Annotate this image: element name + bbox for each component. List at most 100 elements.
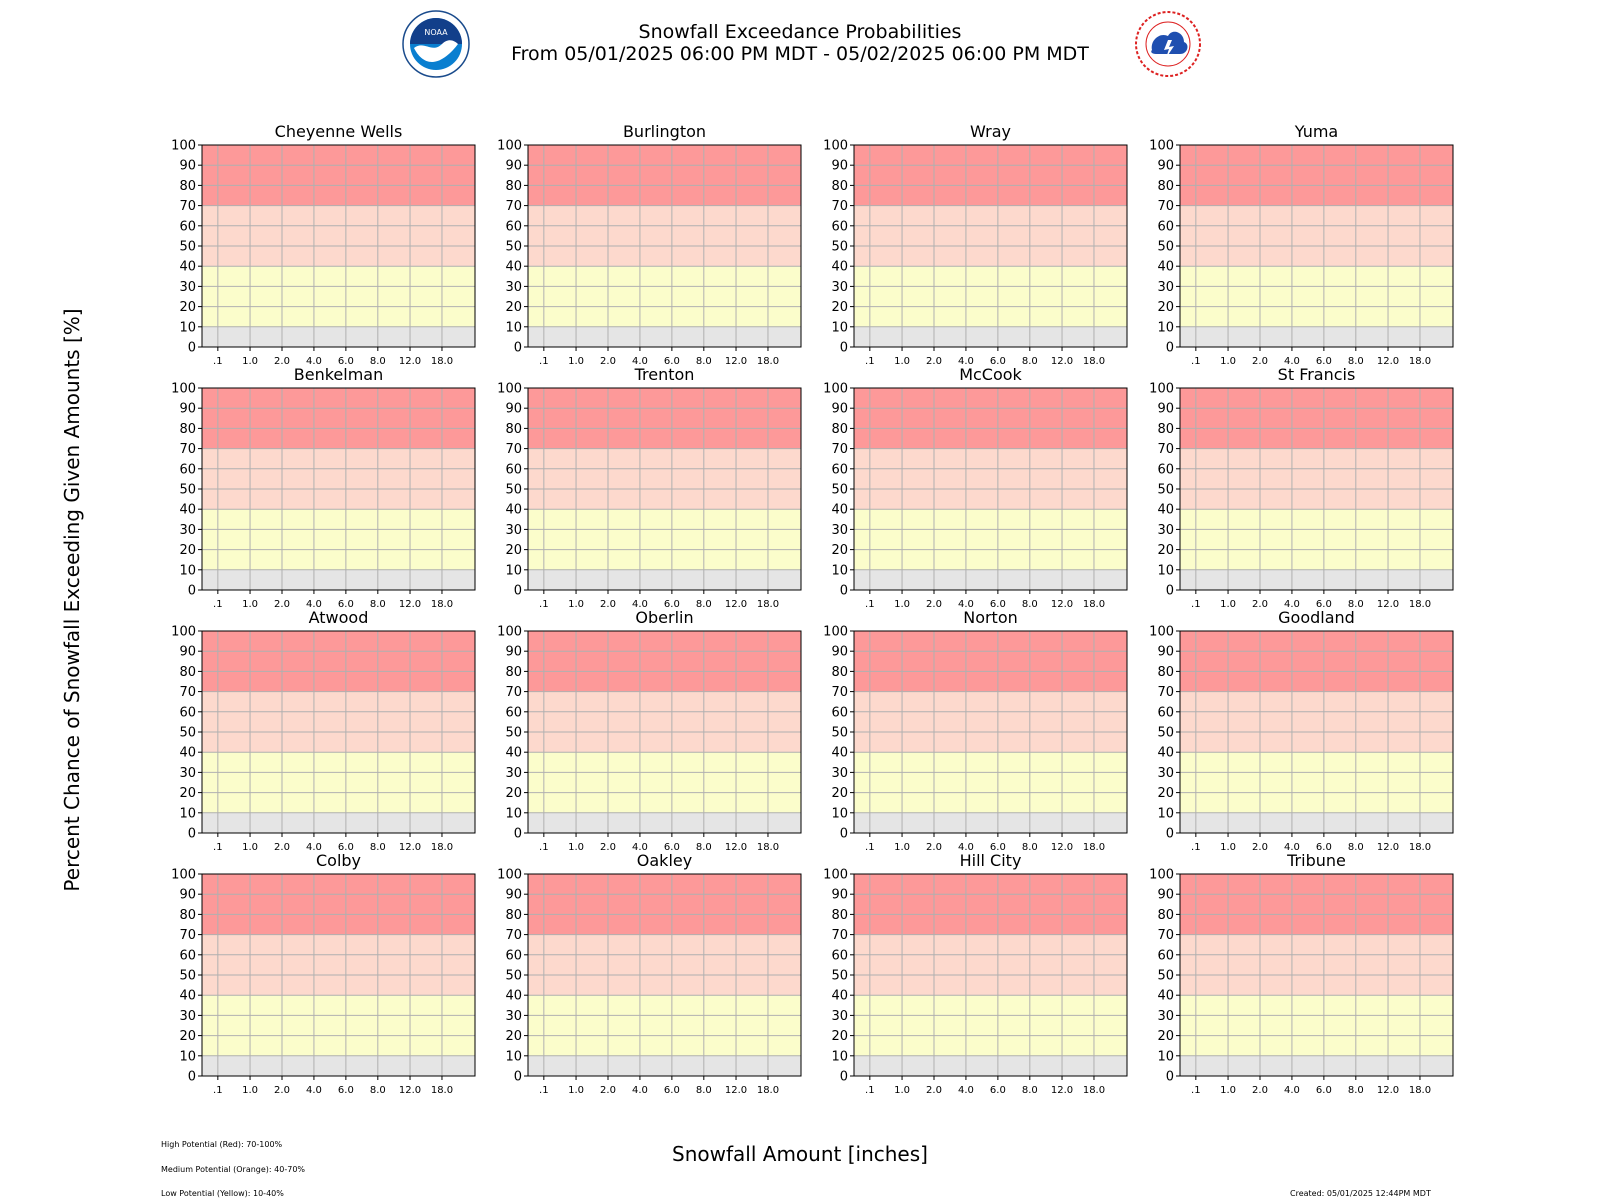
panel: 0 10 20 30 40 50 60 70 80 90 100 .1 1.0 2.0 4.0 6.0 8.0 1… — [1149, 122, 1454, 367]
x-tick-label: 8.0 — [1348, 842, 1364, 853]
panel-title: Burlington — [623, 122, 706, 141]
panel: 0 10 20 30 40 50 60 70 80 90 100 .1 1.0 2.0 4.0 6.0 8.0 1… — [497, 365, 802, 610]
panel-title: McCook — [959, 365, 1022, 384]
y-tick-label: 80 — [505, 665, 522, 680]
potential-band — [528, 1055, 801, 1076]
y-tick-label: 30 — [1157, 766, 1174, 781]
y-tick-label: 90 — [179, 888, 196, 903]
x-tick-label: .1 — [539, 356, 549, 367]
y-tick-label: 20 — [831, 300, 848, 315]
y-tick-label: 100 — [171, 139, 196, 154]
y-tick-label: 60 — [831, 462, 848, 477]
x-tick-label: .1 — [539, 1085, 549, 1096]
y-tick-label: 30 — [505, 280, 522, 295]
potential-band — [202, 266, 475, 327]
x-tick-label: 18.0 — [431, 356, 453, 367]
y-tick-label: 100 — [823, 625, 848, 640]
y-tick-label: 40 — [179, 746, 196, 761]
panel: 0 10 20 30 40 50 60 70 80 90 100 .1 1.0 2.0 4.0 6.0 8.0 1… — [1149, 365, 1454, 610]
x-tick-label: .1 — [213, 1085, 223, 1096]
x-tick-label: 8.0 — [370, 842, 386, 853]
y-tick-label: 40 — [831, 989, 848, 1004]
y-tick-label: 10 — [831, 1049, 848, 1064]
y-tick-label: 20 — [179, 786, 196, 801]
y-tick-label: 80 — [1157, 908, 1174, 923]
x-tick-label: 2.0 — [1252, 356, 1268, 367]
y-tick-label: 50 — [505, 240, 522, 255]
potential-band — [854, 631, 1127, 692]
y-tick-label: 90 — [1157, 402, 1174, 417]
potential-band — [854, 934, 1127, 996]
y-tick-label: 20 — [1157, 300, 1174, 315]
y-tick-label: 60 — [179, 219, 196, 234]
x-tick-label: 18.0 — [1409, 356, 1431, 367]
y-tick-label: 0 — [1166, 341, 1174, 356]
x-tick-label: 6.0 — [338, 842, 354, 853]
x-tick-label: 8.0 — [1348, 356, 1364, 367]
y-tick-label: 70 — [1157, 685, 1174, 700]
x-tick-label: .1 — [865, 356, 875, 367]
x-tick-label: 18.0 — [1409, 842, 1431, 853]
y-tick-label: 10 — [1157, 806, 1174, 821]
y-tick-label: 40 — [1157, 503, 1174, 518]
panel: 0 10 20 30 40 50 60 70 80 90 100 .1 1.0 2.0 4.0 6.0 8.0 1… — [497, 851, 802, 1096]
potential-band — [202, 205, 475, 267]
y-tick-label: 40 — [179, 260, 196, 275]
y-tick-label: 50 — [179, 969, 196, 984]
x-tick-label: .1 — [1191, 599, 1201, 610]
potential-band — [854, 266, 1127, 327]
y-tick-label: 30 — [1157, 280, 1174, 295]
potential-band — [1180, 874, 1453, 935]
y-tick-label: 50 — [179, 240, 196, 255]
y-tick-label: 40 — [831, 746, 848, 761]
potential-band — [1180, 752, 1453, 813]
potential-band — [1180, 145, 1453, 206]
x-tick-label: 12.0 — [1051, 599, 1073, 610]
y-tick-label: 50 — [831, 483, 848, 498]
potential-band — [202, 388, 475, 449]
potential-band — [528, 145, 801, 206]
y-tick-label: 100 — [497, 625, 522, 640]
potential-band — [1180, 995, 1453, 1056]
x-tick-label: 12.0 — [1051, 842, 1073, 853]
panel: 0 10 20 30 40 50 60 70 80 90 100 .1 1.0 2.0 4.0 6.0 8.0 1… — [1149, 851, 1454, 1096]
panel-title: Oberlin — [635, 608, 693, 627]
y-tick-label: 90 — [831, 159, 848, 174]
x-tick-label: 12.0 — [725, 599, 747, 610]
y-tick-label: 100 — [497, 139, 522, 154]
x-tick-label: 18.0 — [431, 842, 453, 853]
y-tick-label: 100 — [1149, 625, 1174, 640]
potential-band — [528, 934, 801, 996]
x-tick-label: 12.0 — [399, 599, 421, 610]
x-tick-label: 8.0 — [696, 599, 712, 610]
y-tick-label: 50 — [505, 483, 522, 498]
y-tick-label: 90 — [831, 888, 848, 903]
y-tick-label: 70 — [179, 442, 196, 457]
potential-band — [1180, 812, 1453, 833]
potential-band — [202, 691, 475, 753]
x-tick-label: 12.0 — [1377, 356, 1399, 367]
panel-title: Wray — [970, 122, 1011, 141]
y-tick-label: 40 — [505, 260, 522, 275]
x-tick-label: 1.0 — [242, 599, 258, 610]
x-tick-label: 2.0 — [600, 356, 616, 367]
y-tick-label: 10 — [179, 806, 196, 821]
y-tick-label: 90 — [179, 159, 196, 174]
x-tick-label: 1.0 — [894, 842, 910, 853]
y-tick-label: 70 — [1157, 442, 1174, 457]
potential-band — [202, 874, 475, 935]
y-tick-label: 90 — [831, 402, 848, 417]
y-tick-label: 60 — [831, 219, 848, 234]
y-tick-label: 70 — [831, 928, 848, 943]
x-tick-label: 1.0 — [568, 356, 584, 367]
potential-band — [854, 145, 1127, 206]
x-tick-label: 6.0 — [1316, 842, 1332, 853]
x-tick-label: 2.0 — [274, 599, 290, 610]
y-tick-label: 0 — [1166, 827, 1174, 842]
x-tick-label: 18.0 — [1409, 1085, 1431, 1096]
y-tick-label: 50 — [831, 969, 848, 984]
y-tick-label: 40 — [179, 989, 196, 1004]
x-tick-label: 6.0 — [990, 599, 1006, 610]
y-tick-label: 10 — [831, 806, 848, 821]
potential-band — [854, 569, 1127, 590]
